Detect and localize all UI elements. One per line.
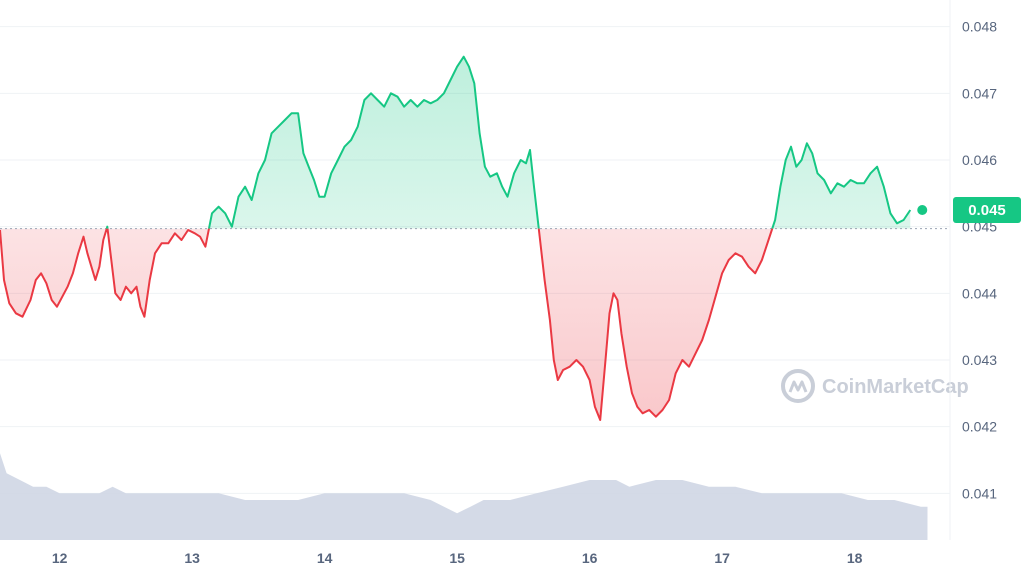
x-tick-label: 12 xyxy=(52,550,68,566)
x-tick-label: 16 xyxy=(582,550,598,566)
price-badge-label: 0.045 xyxy=(968,202,1006,219)
y-tick-label: 0.046 xyxy=(962,152,997,168)
y-tick-label: 0.043 xyxy=(962,352,997,368)
area-fill-down xyxy=(0,228,911,420)
x-tick-label: 17 xyxy=(714,550,730,566)
volume-area-path xyxy=(0,453,928,540)
price-line xyxy=(0,55,912,421)
x-tick-label: 13 xyxy=(184,550,200,566)
y-tick-label: 0.041 xyxy=(962,485,997,501)
coinmarketcap-logo-icon xyxy=(781,369,815,403)
watermark-text: CoinMarketCap xyxy=(822,376,969,398)
x-axis: 12 13 14 15 16 17 18 xyxy=(52,550,863,566)
price-area-fill xyxy=(0,56,911,420)
area-fill-up xyxy=(106,56,911,229)
x-tick-label: 18 xyxy=(847,550,863,566)
price-line-up xyxy=(105,55,912,229)
x-tick-label: 15 xyxy=(449,550,465,566)
x-tick-label: 14 xyxy=(317,550,333,566)
y-tick-label: 0.047 xyxy=(962,85,997,101)
current-price-badge: 0.045 xyxy=(953,197,1021,223)
price-badge-bg xyxy=(953,197,1021,223)
last-price-marker xyxy=(915,203,930,217)
watermark: CoinMarketCap xyxy=(781,369,969,403)
price-line-down xyxy=(0,228,774,421)
y-tick-label: 0.048 xyxy=(962,19,997,35)
y-tick-label: 0.042 xyxy=(962,419,997,435)
y-tick-label: 0.044 xyxy=(962,285,997,301)
volume-area xyxy=(0,453,928,540)
